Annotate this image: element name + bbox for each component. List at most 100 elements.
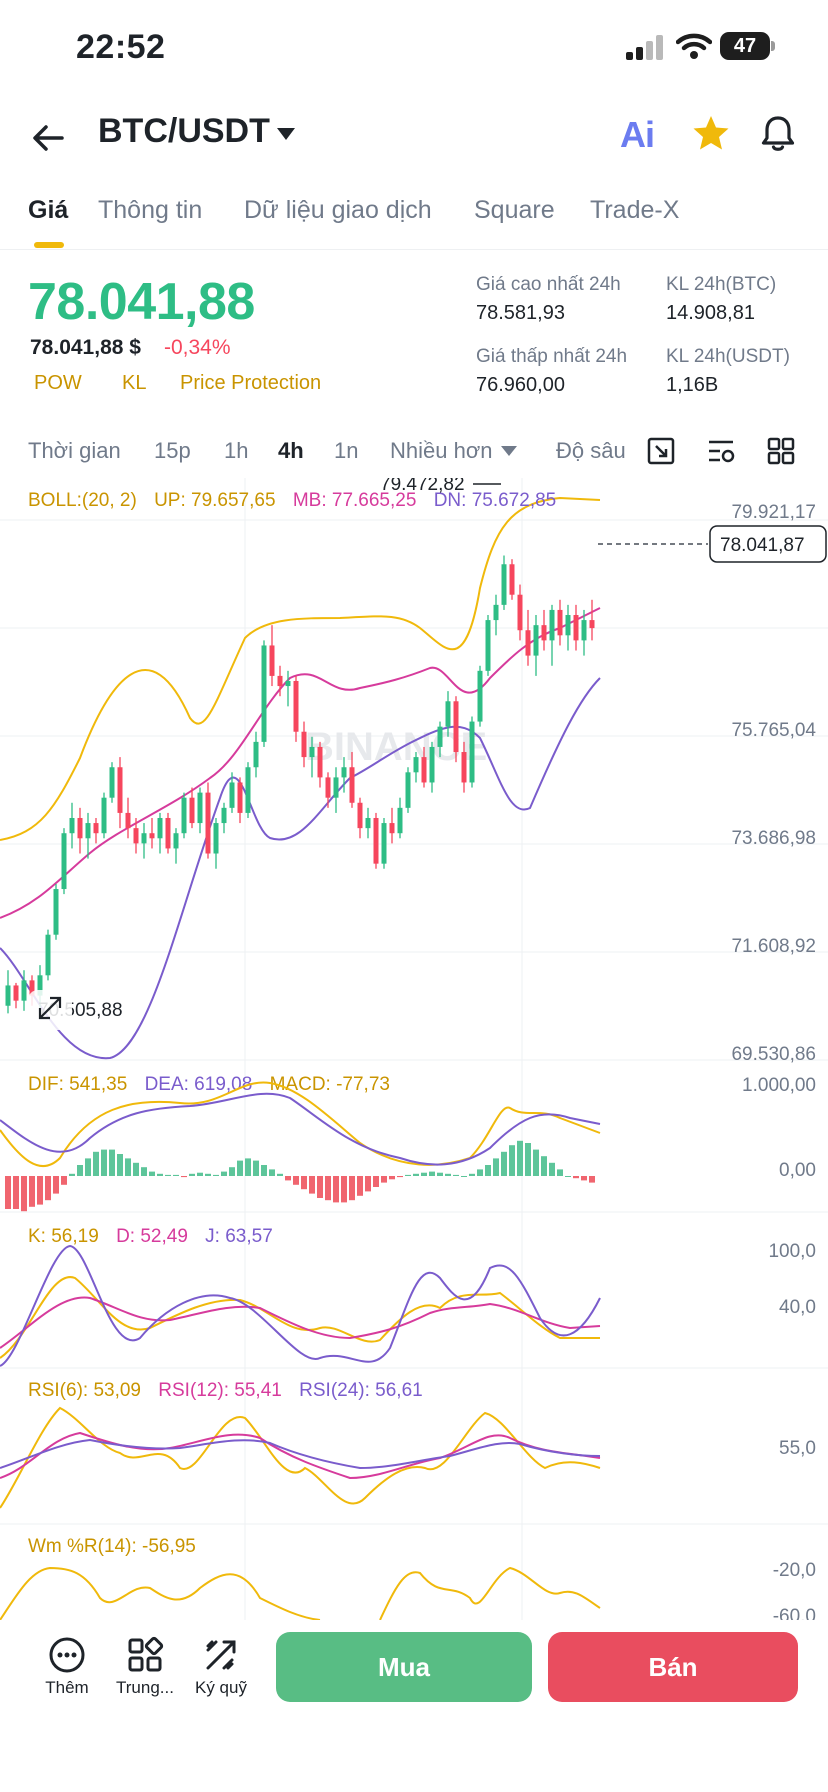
candle-body	[445, 701, 451, 727]
macd-bar	[565, 1176, 571, 1177]
macd-bar	[317, 1176, 323, 1198]
candlestick-series	[5, 555, 595, 1014]
svg-text:BOLL:(20, 2) UP: 79.657,65: BOLL:(20, 2) UP: 79.657,65 MB: 77.665,25…	[28, 490, 556, 511]
candle-body	[61, 833, 67, 890]
candle-body	[341, 767, 347, 778]
macd-bar	[429, 1171, 435, 1176]
candle-body	[213, 823, 219, 854]
candle-body	[141, 833, 147, 844]
ai-assistant-icon[interactable]: Ai	[620, 114, 655, 155]
rsi-12: RSI(12): 55,41	[158, 1380, 282, 1401]
interval-depth[interactable]: Độ sâu	[556, 438, 626, 463]
macd-bar	[573, 1176, 579, 1179]
expand-chart-button[interactable]	[28, 990, 72, 1030]
center-label: Trung...	[116, 1678, 174, 1697]
macd-bar	[413, 1173, 419, 1176]
grid-layout-icon[interactable]	[766, 436, 796, 466]
candle-body	[541, 625, 547, 641]
buy-button[interactable]: Mua	[276, 1632, 532, 1702]
macd-bar	[397, 1176, 403, 1178]
macd-bar	[29, 1176, 35, 1207]
rsi-24-line	[0, 1438, 601, 1470]
boll-up: UP: 79.657,65	[154, 490, 275, 511]
candle-body	[565, 615, 571, 636]
candle-body	[381, 823, 387, 864]
price-chart[interactable]: BINANCE 78.041,87 79.472,82 70.505,88 BO…	[0, 478, 828, 1620]
rsi-6-line	[0, 1406, 601, 1509]
more-button[interactable]: Thêm	[30, 1636, 104, 1698]
axis-main-2: 73.686,98	[731, 828, 816, 849]
chip-price-protection[interactable]: Price Protection	[180, 372, 322, 394]
candle-body	[357, 802, 363, 829]
candle-body	[101, 797, 107, 834]
macd-value: MACD: -77,73	[270, 1074, 390, 1095]
candle-body	[53, 889, 59, 935]
more-caret-icon[interactable]	[500, 444, 518, 458]
tab-trading-data[interactable]: Dữ liệu giao dịch	[244, 196, 432, 224]
candle-body	[517, 594, 523, 631]
chip-kl[interactable]: KL	[122, 372, 147, 394]
interval-time[interactable]: Thời gian	[28, 438, 121, 463]
center-button[interactable]: Trung...	[108, 1636, 182, 1698]
macd-bar	[581, 1176, 587, 1181]
low-24h-label: Giá thấp nhất 24h	[476, 346, 628, 367]
candle-body	[189, 797, 195, 824]
margin-icon[interactable]	[202, 1636, 240, 1674]
chip-pow[interactable]: POW	[34, 372, 82, 394]
macd-bar	[213, 1174, 219, 1176]
macd-bar	[469, 1173, 475, 1176]
tab-square[interactable]: Square	[474, 196, 555, 224]
axis-main-4: 69.530,86	[731, 1044, 816, 1065]
candle-body	[133, 828, 139, 844]
cellular-signal-icon	[626, 35, 663, 60]
binance-watermark: BINANCE	[305, 725, 487, 769]
interval-more[interactable]: Nhiều hơn	[390, 438, 493, 463]
axis-main-0: 79.921,17	[731, 502, 816, 523]
indicator-settings-icon[interactable]	[706, 436, 736, 466]
macd-bar	[173, 1174, 179, 1176]
candle-body	[525, 630, 531, 656]
current-price-value: 78.041,87	[720, 535, 805, 556]
bell-icon[interactable]	[760, 114, 796, 152]
tab-info[interactable]: Thông tin	[98, 196, 203, 224]
macd-bar	[229, 1167, 235, 1176]
high-marker: 79.472,82	[380, 478, 465, 495]
pair-selector[interactable]: BTC/USDT	[98, 112, 270, 150]
candle-body	[493, 604, 499, 621]
interval-4h[interactable]: 4h	[278, 438, 304, 463]
macd-bar	[325, 1176, 331, 1201]
interval-1h[interactable]: 1h	[224, 438, 249, 463]
kdj-d-line	[0, 1296, 601, 1349]
candle-body	[29, 980, 35, 996]
back-arrow-icon[interactable]	[28, 118, 68, 158]
candle-body	[437, 726, 443, 747]
candle-body	[349, 767, 355, 803]
sell-button[interactable]: Bán	[548, 1632, 798, 1702]
axis-kdj-0: 100,0	[768, 1241, 816, 1262]
margin-label: Ký quỹ	[195, 1678, 247, 1697]
candle-body	[21, 980, 27, 1001]
tab-trade-x[interactable]: Trade-X	[590, 196, 680, 224]
axis-macd-0: 1.000,00	[742, 1075, 816, 1096]
high-24h-label: Giá cao nhất 24h	[476, 274, 621, 295]
kdj-k-line	[0, 1276, 600, 1359]
fullscreen-icon[interactable]	[646, 436, 676, 466]
tab-price[interactable]: Giá	[28, 196, 69, 224]
macd-bar	[149, 1171, 155, 1176]
candle-body	[581, 620, 587, 641]
favorite-star-icon[interactable]	[692, 114, 730, 152]
rsi-6: RSI(6): 53,09	[28, 1380, 141, 1401]
candle-body	[557, 609, 563, 636]
expand-icon[interactable]	[38, 996, 62, 1020]
candle-body	[157, 817, 163, 839]
macd-bar	[61, 1176, 67, 1185]
vol-btc-value: 14.908,81	[666, 302, 755, 324]
caret-down-icon[interactable]	[275, 126, 297, 142]
more-dots-icon[interactable]	[48, 1636, 86, 1674]
margin-button[interactable]: Ký quỹ	[184, 1636, 258, 1698]
interval-1d[interactable]: 1n	[334, 438, 359, 463]
interval-15m[interactable]: 15p	[154, 438, 191, 463]
center-grid-icon[interactable]	[126, 1636, 164, 1674]
candle-body	[589, 620, 595, 629]
candle-body	[293, 680, 299, 732]
